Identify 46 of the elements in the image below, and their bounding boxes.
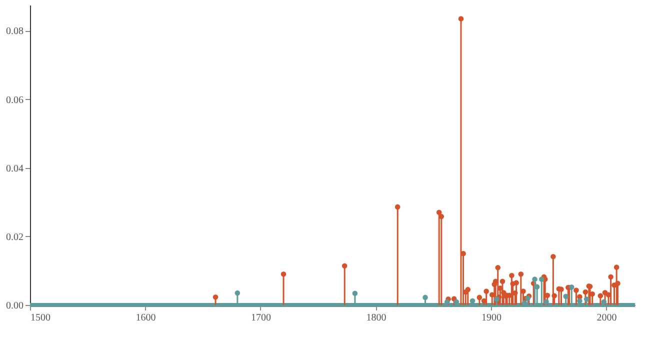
- point: [495, 264, 501, 270]
- point: [525, 296, 530, 301]
- point: [601, 299, 607, 305]
- point: [514, 280, 519, 286]
- point: [352, 290, 358, 296]
- point: [422, 294, 428, 300]
- point: [614, 264, 620, 270]
- x-tick-label: 2000: [596, 312, 617, 324]
- point: [444, 299, 450, 305]
- point: [465, 286, 471, 292]
- point: [568, 284, 574, 290]
- point: [212, 294, 218, 300]
- point: [615, 280, 620, 286]
- y-tick-label: 0.00: [6, 300, 24, 312]
- point: [550, 254, 556, 260]
- point: [500, 278, 506, 284]
- point: [484, 288, 489, 294]
- point: [539, 276, 544, 282]
- point: [394, 204, 400, 210]
- point: [436, 210, 442, 216]
- point: [458, 16, 464, 22]
- point: [563, 294, 569, 300]
- point: [234, 290, 240, 296]
- x-tick-label: 1500: [30, 312, 50, 324]
- y-tick-label: 0.02: [6, 232, 24, 243]
- y-tick-label: 0.08: [6, 26, 24, 38]
- point: [518, 272, 524, 277]
- point: [476, 294, 482, 300]
- point: [509, 272, 514, 278]
- x-tick-label: 1700: [250, 312, 271, 324]
- point: [552, 293, 557, 298]
- point: [342, 263, 348, 269]
- point: [532, 276, 538, 282]
- point: [494, 296, 500, 302]
- point: [608, 274, 614, 280]
- y-tick-label: 0.06: [6, 94, 24, 106]
- point: [280, 272, 286, 277]
- x-tick-label: 1800: [366, 312, 386, 324]
- point: [584, 296, 590, 302]
- point: [574, 288, 579, 293]
- x-tick-label: 1900: [481, 312, 502, 324]
- y-tick-label: 0.04: [6, 163, 24, 174]
- point: [598, 293, 604, 298]
- point: [582, 289, 588, 295]
- point: [544, 299, 549, 305]
- x-tick-label: 1600: [136, 312, 156, 324]
